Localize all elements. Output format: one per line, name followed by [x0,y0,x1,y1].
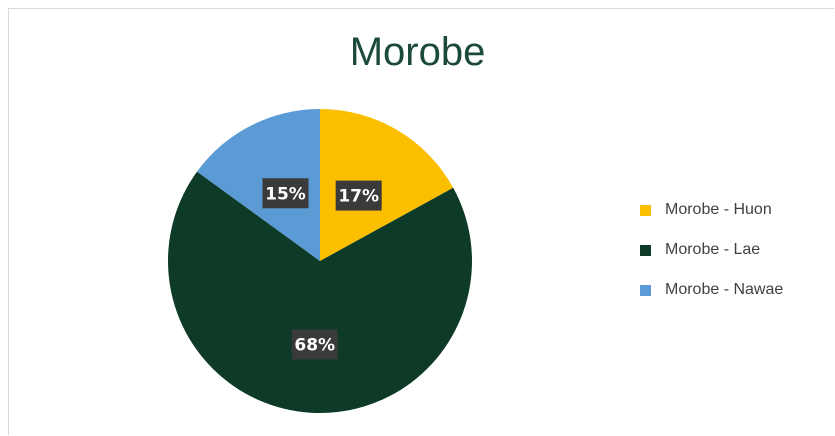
pie-slice-3 [197,109,320,261]
data-label-3: 15% [262,178,309,209]
chart-title: Morobe [349,30,486,74]
data-label-text: 15% [265,184,306,204]
data-label-box [291,329,338,360]
legend-label: Morobe - Nawae [665,281,784,298]
legend-swatch [640,244,651,256]
legend-item: Morobe - Huon [630,200,820,220]
legend-label: Morobe - Lae [665,241,761,258]
data-label-text: 68% [294,335,335,355]
pie-slice-2 [167,171,472,413]
data-label-1: 17% [335,180,382,211]
legend: Morobe - Huon Morobe - Lae Morobe - Nawae [630,200,820,320]
legend-item: Morobe - Lae [630,240,820,260]
data-label-box [335,180,382,211]
legend-swatch [640,284,651,296]
legend-label: Morobe - Huon [665,201,772,218]
legend-item: Morobe - Nawae [630,280,820,300]
legend-swatch [640,204,651,216]
pie-slice-1 [320,109,454,261]
data-label-2: 68% [291,329,338,360]
data-label-box [262,178,309,209]
data-label-text: 17% [338,187,379,207]
